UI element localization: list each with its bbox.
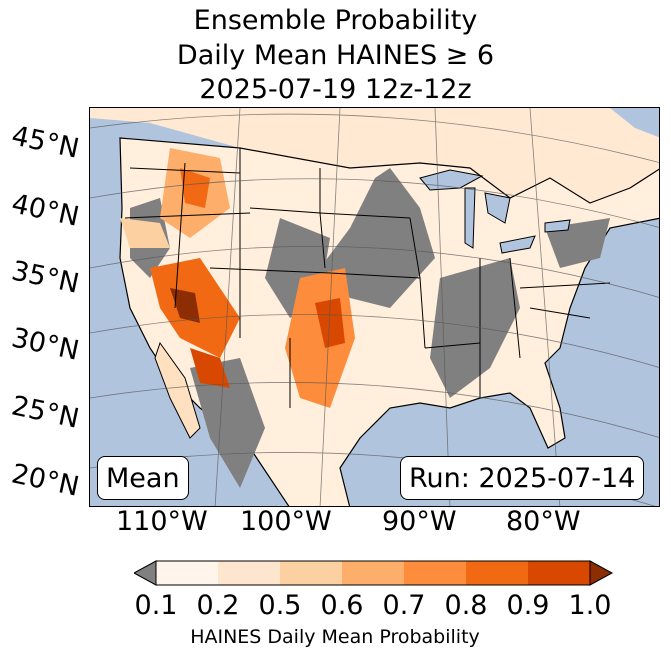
lat-label-35: 35°N — [8, 255, 82, 300]
colorbar-segment — [218, 561, 280, 585]
colorbar-cells — [156, 561, 590, 585]
colorbar-label: HAINES Daily Mean Probability — [190, 626, 480, 648]
colorbar-segment — [466, 561, 528, 585]
lon-label-80: 80°W — [506, 506, 581, 537]
colorbar-tick-label: 0.8 — [444, 590, 488, 621]
colorbar-segment — [280, 561, 342, 585]
lat-label-25: 25°N — [8, 390, 82, 435]
map-canvas — [90, 108, 659, 506]
northeast-water — [610, 108, 659, 138]
prob-northwest-high — [180, 168, 210, 208]
colorbar-under-arrow — [134, 560, 157, 586]
lat-label-45: 45°N — [8, 120, 82, 165]
lake-michigan — [464, 187, 476, 249]
colorbar-segment — [528, 561, 590, 585]
colorbar-over-arrow — [589, 560, 614, 586]
prob-arizona — [190, 348, 230, 388]
prob-southern-plains-high — [315, 298, 345, 348]
lon-label-100: 100°W — [240, 506, 332, 537]
lake-huron — [484, 192, 511, 224]
lon-label-110: 110°W — [116, 506, 208, 537]
colorbar-segment — [156, 561, 218, 585]
lat-label-40: 40°N — [8, 188, 82, 233]
run-label-box: Run: 2025-07-14 — [400, 456, 645, 500]
lon-label-90: 90°W — [382, 506, 457, 537]
colorbar-tick-label: 0.7 — [382, 590, 426, 621]
colorbar-frame — [155, 560, 591, 586]
colorbar — [134, 560, 614, 586]
graticule — [90, 108, 659, 506]
colorbar-tick-label: 0.6 — [320, 590, 364, 621]
prob-southwest-max — [170, 288, 200, 323]
colorbar-segment — [404, 561, 466, 585]
colorbar-tick-label: 0.1 — [134, 590, 178, 621]
lake-ontario — [544, 219, 571, 233]
colorbar-tick-label: 0.5 — [258, 590, 302, 621]
missing-central — [320, 168, 435, 308]
mean-label-box: Mean — [97, 456, 189, 500]
probability-map — [89, 107, 660, 507]
colorbar-segment — [342, 561, 404, 585]
canada-land — [90, 108, 659, 203]
colorbar-tick-label: 0.9 — [506, 590, 550, 621]
title-line-2: Daily Mean HAINES ≥ 6 — [176, 40, 495, 71]
lat-label-30: 30°N — [8, 322, 82, 367]
lat-label-20: 20°N — [8, 458, 82, 503]
colorbar-tick-label: 1.0 — [568, 590, 612, 621]
title-line-3: 2025-07-19 12z-12z — [199, 74, 472, 105]
missing-mississippi — [430, 258, 520, 398]
title-line-1: Ensemble Probability — [193, 5, 478, 36]
missing-mexico — [190, 358, 265, 488]
colorbar-tick-label: 0.2 — [196, 590, 240, 621]
prob-california — [120, 218, 170, 248]
baja-land — [154, 341, 201, 439]
lake-erie — [499, 235, 536, 254]
